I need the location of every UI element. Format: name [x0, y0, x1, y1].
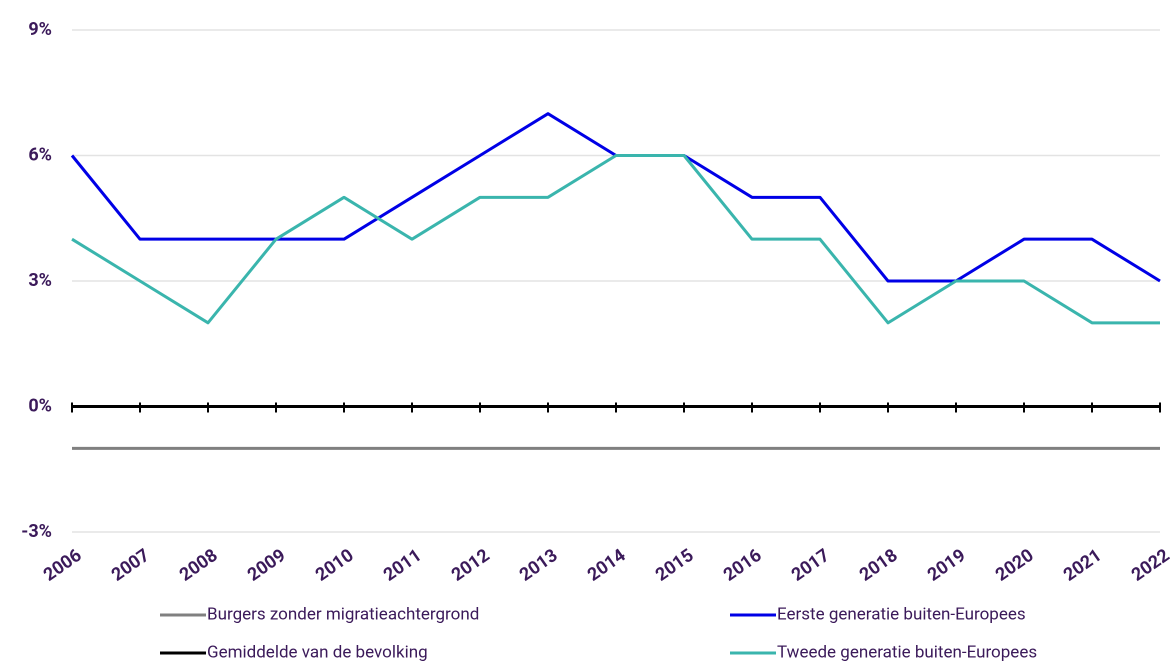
x-tick-label: 2006 [40, 545, 86, 586]
x-tick-label: 2009 [244, 545, 290, 586]
y-tick-label: 6% [28, 144, 52, 165]
series-line [70, 112, 1161, 283]
x-tick-label: 2015 [652, 545, 698, 586]
x-tick-label: 2019 [924, 545, 970, 586]
y-tick-label: -3% [21, 521, 52, 542]
legend-label: Eerste generatie buiten-Europees [777, 604, 1026, 624]
x-tick-label: 2011 [380, 545, 426, 586]
x-tick-label: 2010 [312, 545, 358, 586]
x-tick-label: 2022 [1128, 545, 1170, 586]
x-tick-label: 2013 [516, 545, 562, 586]
legend-label: Burgers zonder migratieachtergrond [207, 604, 479, 624]
y-tick-label: 3% [28, 270, 52, 291]
x-tick-label: 2012 [448, 545, 494, 586]
x-tick-label: 2007 [108, 545, 154, 586]
x-tick-label: 2017 [788, 545, 834, 586]
x-tick-label: 2008 [176, 545, 222, 586]
x-tick-label: 2020 [992, 545, 1038, 586]
y-tick-label: 9% [28, 19, 52, 40]
legend-label: Tweede generatie buiten-Europees [777, 642, 1037, 662]
y-tick-label: 0% [28, 395, 52, 416]
series-line [71, 154, 1160, 325]
x-tick-label: 2014 [584, 545, 630, 586]
x-tick-label: 2018 [856, 545, 902, 586]
x-tick-label: 2021 [1060, 545, 1106, 586]
legend-label: Gemiddelde van de bevolking [207, 642, 428, 662]
x-tick-label: 2016 [720, 545, 766, 586]
